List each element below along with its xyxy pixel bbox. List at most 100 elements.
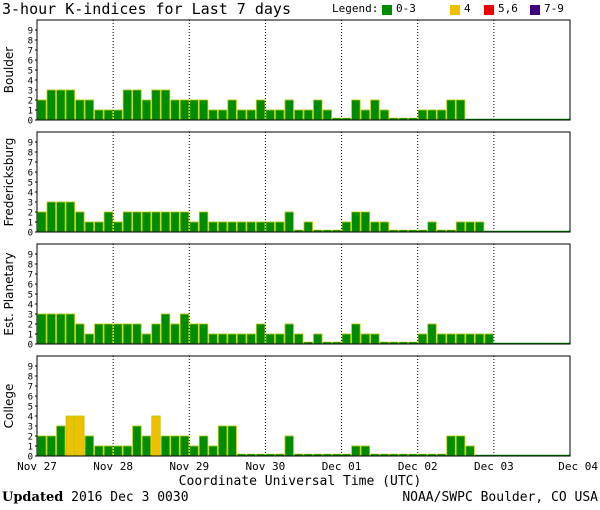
bar: [75, 211, 85, 233]
bar: [227, 333, 237, 345]
y-tick-label: 0: [28, 341, 33, 351]
panel-name-est-planetary: Est. Planetary: [2, 252, 16, 335]
y-tick-label: 9: [28, 363, 33, 373]
bar: [65, 201, 75, 233]
bar: [455, 333, 466, 345]
bar: [351, 211, 361, 233]
bar: [246, 333, 256, 345]
bar: [370, 221, 380, 233]
y-tick-label: 6: [28, 393, 33, 403]
bar: [132, 425, 142, 457]
bar: [370, 99, 380, 121]
bar: [370, 333, 380, 345]
y-tick-label: 6: [28, 281, 33, 291]
y-tick-label: 1: [28, 331, 33, 341]
bar: [465, 333, 475, 345]
bar: [256, 221, 266, 233]
y-tick-label: 4: [28, 301, 33, 311]
bar: [379, 109, 390, 121]
y-tick-label: 3: [28, 423, 33, 433]
y-tick-label: 5: [28, 291, 33, 301]
bar: [303, 109, 313, 121]
bar: [94, 109, 104, 121]
bar: [179, 313, 190, 345]
legend-swatch-5-6: [484, 5, 494, 15]
panel-frame: [36, 243, 571, 345]
y-tick-label: 8: [28, 37, 33, 47]
bar: [46, 201, 56, 233]
panel-name-boulder: Boulder: [2, 47, 16, 94]
bar: [217, 425, 228, 457]
bar: [113, 445, 123, 457]
bar: [294, 333, 304, 345]
bar: [179, 435, 190, 457]
bar: [65, 313, 75, 345]
x-tick-label: Dec 03: [474, 460, 514, 470]
bar: [275, 109, 285, 121]
bar: [170, 99, 180, 121]
bar: [455, 221, 466, 233]
y-tick-label: 1: [28, 219, 33, 229]
bar: [379, 221, 390, 233]
y-tick-label: 3: [28, 199, 33, 209]
chart-title: 3-hour K-indices for Last 7 days: [2, 0, 291, 18]
legend-text-0-3: 0-3: [396, 2, 416, 15]
y-tick-label: 8: [28, 149, 33, 159]
bar: [208, 445, 218, 457]
bar: [227, 99, 237, 121]
bar: [198, 435, 209, 457]
bar: [198, 99, 209, 121]
bar: [151, 211, 161, 233]
data-source: NOAA/SWPC Boulder, CO USA: [402, 490, 598, 505]
bar: [56, 201, 66, 233]
bar: [141, 333, 152, 345]
x-tick-label: Dec 01: [322, 460, 362, 470]
bar: [246, 109, 256, 121]
bar: [75, 323, 85, 345]
legend-swatch-0-3: [382, 5, 392, 15]
bar: [122, 89, 133, 121]
bar: [160, 211, 171, 233]
bar: [417, 109, 428, 121]
y-tick-label: 5: [28, 179, 33, 189]
y-tick-label: 2: [28, 321, 33, 331]
bar: [160, 313, 171, 345]
bar: [360, 109, 371, 121]
bar: [474, 333, 485, 345]
bar: [113, 109, 123, 121]
bar: [94, 445, 104, 457]
bar: [351, 445, 361, 457]
bar: [294, 109, 304, 121]
x-tick-label: Dec 02: [398, 460, 438, 470]
y-tick-label: 7: [28, 47, 33, 57]
bar: [113, 323, 123, 345]
bar: [322, 109, 332, 121]
bar: [122, 211, 133, 233]
bar: [37, 313, 47, 345]
bar: [46, 313, 56, 345]
updated-label: Updated: [2, 490, 64, 505]
y-tick-label: 9: [28, 27, 33, 37]
bar: [265, 221, 275, 233]
bar: [465, 221, 475, 233]
bar: [56, 425, 66, 457]
bar: [65, 415, 75, 457]
x-tick-label: Dec 04: [558, 460, 598, 470]
bar: [160, 89, 171, 121]
bar: [236, 109, 247, 121]
bar: [436, 109, 447, 121]
bar: [341, 333, 351, 345]
bar: [141, 99, 152, 121]
bar: [37, 211, 47, 233]
bar: [198, 323, 209, 345]
bar: [132, 323, 142, 345]
bar: [189, 445, 199, 457]
bar: [227, 425, 237, 457]
y-tick-label: 2: [28, 433, 33, 443]
updated-value: 2016 Dec 3 0030: [71, 490, 189, 505]
x-axis-title: Coordinate Universal Time (UTC): [178, 474, 422, 489]
y-tick-label: 1: [28, 443, 33, 453]
x-tick-label: Nov 27: [17, 460, 57, 470]
bar: [84, 333, 95, 345]
